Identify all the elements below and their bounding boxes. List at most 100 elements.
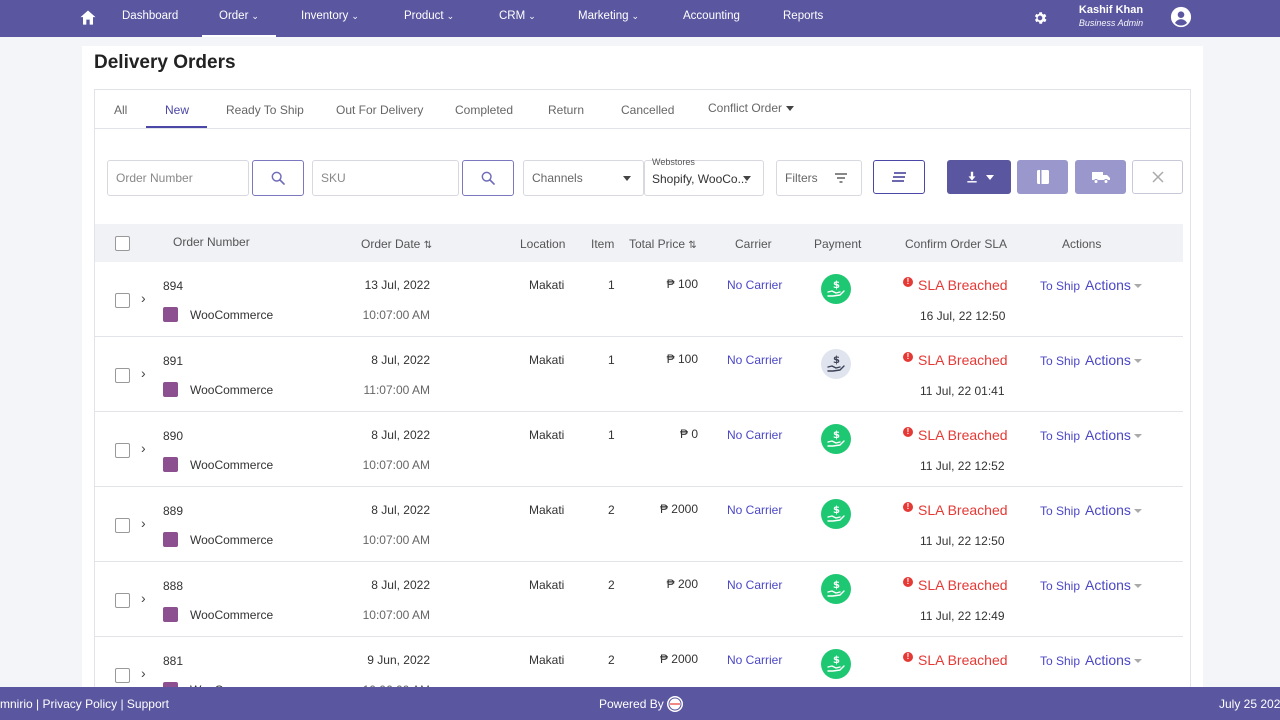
sku-search-button[interactable] — [462, 160, 514, 196]
actions-chevron-icon[interactable] — [1134, 434, 1142, 438]
actions-chevron-icon[interactable] — [1134, 509, 1142, 513]
tab-all[interactable]: All — [114, 103, 128, 117]
tab-return[interactable]: Return — [548, 103, 585, 117]
select-all-checkbox[interactable] — [115, 236, 130, 251]
nav-product[interactable]: Product ⌄ — [404, 10, 455, 22]
download-button[interactable] — [947, 160, 1011, 194]
row-checkbox[interactable] — [115, 593, 130, 608]
row-checkbox[interactable] — [115, 293, 130, 308]
actions-dropdown[interactable]: Actions — [1085, 502, 1131, 518]
table-row[interactable] — [95, 262, 1183, 337]
tab-new[interactable]: New — [165, 103, 190, 117]
nav-crm[interactable]: CRM ⌄ — [499, 10, 536, 22]
status-to-ship[interactable]: To Ship — [1040, 504, 1081, 518]
webstores-label: Webstores — [652, 157, 695, 167]
order-number[interactable]: 881 — [163, 654, 184, 668]
tab-conflict-order[interactable]: Conflict Order — [708, 101, 783, 115]
table-row[interactable] — [95, 412, 1183, 487]
order-date: 8 Jul, 2022 — [371, 578, 430, 592]
actions-chevron-icon[interactable] — [1134, 659, 1142, 663]
row-checkbox[interactable] — [115, 443, 130, 458]
actions-dropdown[interactable]: Actions — [1085, 427, 1131, 443]
tab-out-for-delivery[interactable]: Out For Delivery — [336, 103, 424, 117]
order-number[interactable]: 889 — [163, 504, 184, 518]
order-number[interactable]: 890 — [163, 429, 184, 443]
location: Makati — [529, 578, 565, 592]
payment-hand-icon: $ — [827, 430, 845, 447]
expand-row-icon[interactable]: › — [141, 590, 146, 606]
status-to-ship[interactable]: To Ship — [1040, 429, 1081, 443]
main-card — [82, 46, 1203, 687]
nav-dashboard[interactable]: Dashboard — [122, 10, 179, 22]
sku-input[interactable]: SKU — [312, 160, 459, 196]
header-order-date[interactable]: Order Date ⇅ — [361, 237, 433, 251]
actions-chevron-icon[interactable] — [1134, 584, 1142, 588]
conflict-dropdown-icon[interactable] — [786, 106, 794, 111]
actions-dropdown[interactable]: Actions — [1085, 652, 1131, 668]
actions-dropdown[interactable]: Actions — [1085, 352, 1131, 368]
gear-icon[interactable] — [1032, 10, 1048, 26]
location: Makati — [529, 278, 565, 292]
row-checkbox[interactable] — [115, 668, 130, 683]
truck-icon — [1091, 172, 1110, 184]
tab-ready-to-ship[interactable]: Ready To Ship — [226, 103, 304, 117]
sla-deadline: 11 Jul, 22 01:41 — [920, 384, 1005, 398]
clear-button[interactable] — [1132, 160, 1183, 194]
nav-accounting[interactable]: Accounting — [683, 10, 740, 22]
payment-hand-icon: $ — [827, 655, 845, 672]
status-to-ship[interactable]: To Ship — [1040, 354, 1081, 368]
filters-button[interactable]: Filters — [776, 160, 862, 196]
table-row[interactable] — [95, 562, 1183, 637]
sort-button[interactable] — [873, 160, 925, 194]
expand-row-icon[interactable]: › — [141, 515, 146, 531]
payment-hand-icon: $ — [827, 280, 845, 297]
header-total-price[interactable]: Total Price ⇅ — [629, 237, 697, 251]
footer-links[interactable]: mnirio | Privacy Policy | Support — [0, 697, 169, 711]
nav-marketing[interactable]: Marketing ⌄ — [578, 10, 640, 22]
expand-row-icon[interactable]: › — [141, 365, 146, 381]
order-number[interactable]: 891 — [163, 354, 184, 368]
status-to-ship[interactable]: To Ship — [1040, 579, 1081, 593]
order-number[interactable]: 888 — [163, 579, 184, 593]
carrier[interactable]: No Carrier — [727, 578, 783, 592]
table-row[interactable] — [95, 337, 1183, 412]
nav-order[interactable]: Order ⌄ — [202, 0, 276, 37]
row-checkbox[interactable] — [115, 368, 130, 383]
manifest-button[interactable] — [1017, 160, 1068, 194]
actions-chevron-icon[interactable] — [1134, 284, 1142, 288]
avatar-icon[interactable] — [1170, 6, 1192, 28]
user-info[interactable]: Kashif Khan Business Admin — [1072, 4, 1150, 30]
item-count: 2 — [608, 503, 615, 517]
order-number[interactable]: 894 — [163, 279, 184, 293]
status-to-ship[interactable]: To Ship — [1040, 654, 1081, 668]
carrier[interactable]: No Carrier — [727, 503, 783, 517]
expand-row-icon[interactable]: › — [141, 290, 146, 306]
nav-inventory[interactable]: Inventory ⌄ — [301, 10, 359, 22]
order-number-input[interactable]: Order Number — [107, 160, 249, 196]
woocommerce-icon — [163, 382, 178, 397]
status-to-ship[interactable]: To Ship — [1040, 279, 1081, 293]
actions-chevron-icon[interactable] — [1134, 359, 1142, 363]
ship-button[interactable] — [1075, 160, 1126, 194]
channels-label: Channels — [532, 171, 583, 185]
filter-icon — [835, 173, 847, 183]
expand-row-icon[interactable]: › — [141, 440, 146, 456]
table-row[interactable] — [95, 487, 1183, 562]
row-checkbox[interactable] — [115, 518, 130, 533]
expand-row-icon[interactable]: › — [141, 665, 146, 681]
carrier[interactable]: No Carrier — [727, 428, 783, 442]
actions-dropdown[interactable]: Actions — [1085, 277, 1131, 293]
nav-reports[interactable]: Reports — [783, 10, 824, 22]
tab-completed[interactable]: Completed — [455, 103, 514, 117]
total-price: ₱ 200 — [666, 577, 698, 591]
order-search-button[interactable] — [252, 160, 304, 196]
sla-alert-icon: ! — [903, 352, 913, 362]
order-date: 8 Jul, 2022 — [371, 503, 430, 517]
tab-cancelled[interactable]: Cancelled — [621, 103, 675, 117]
channels-select[interactable]: Channels — [523, 160, 644, 196]
home-icon[interactable] — [78, 8, 98, 28]
carrier[interactable]: No Carrier — [727, 653, 783, 667]
actions-dropdown[interactable]: Actions — [1085, 577, 1131, 593]
carrier[interactable]: No Carrier — [727, 353, 783, 367]
carrier[interactable]: No Carrier — [727, 278, 783, 292]
